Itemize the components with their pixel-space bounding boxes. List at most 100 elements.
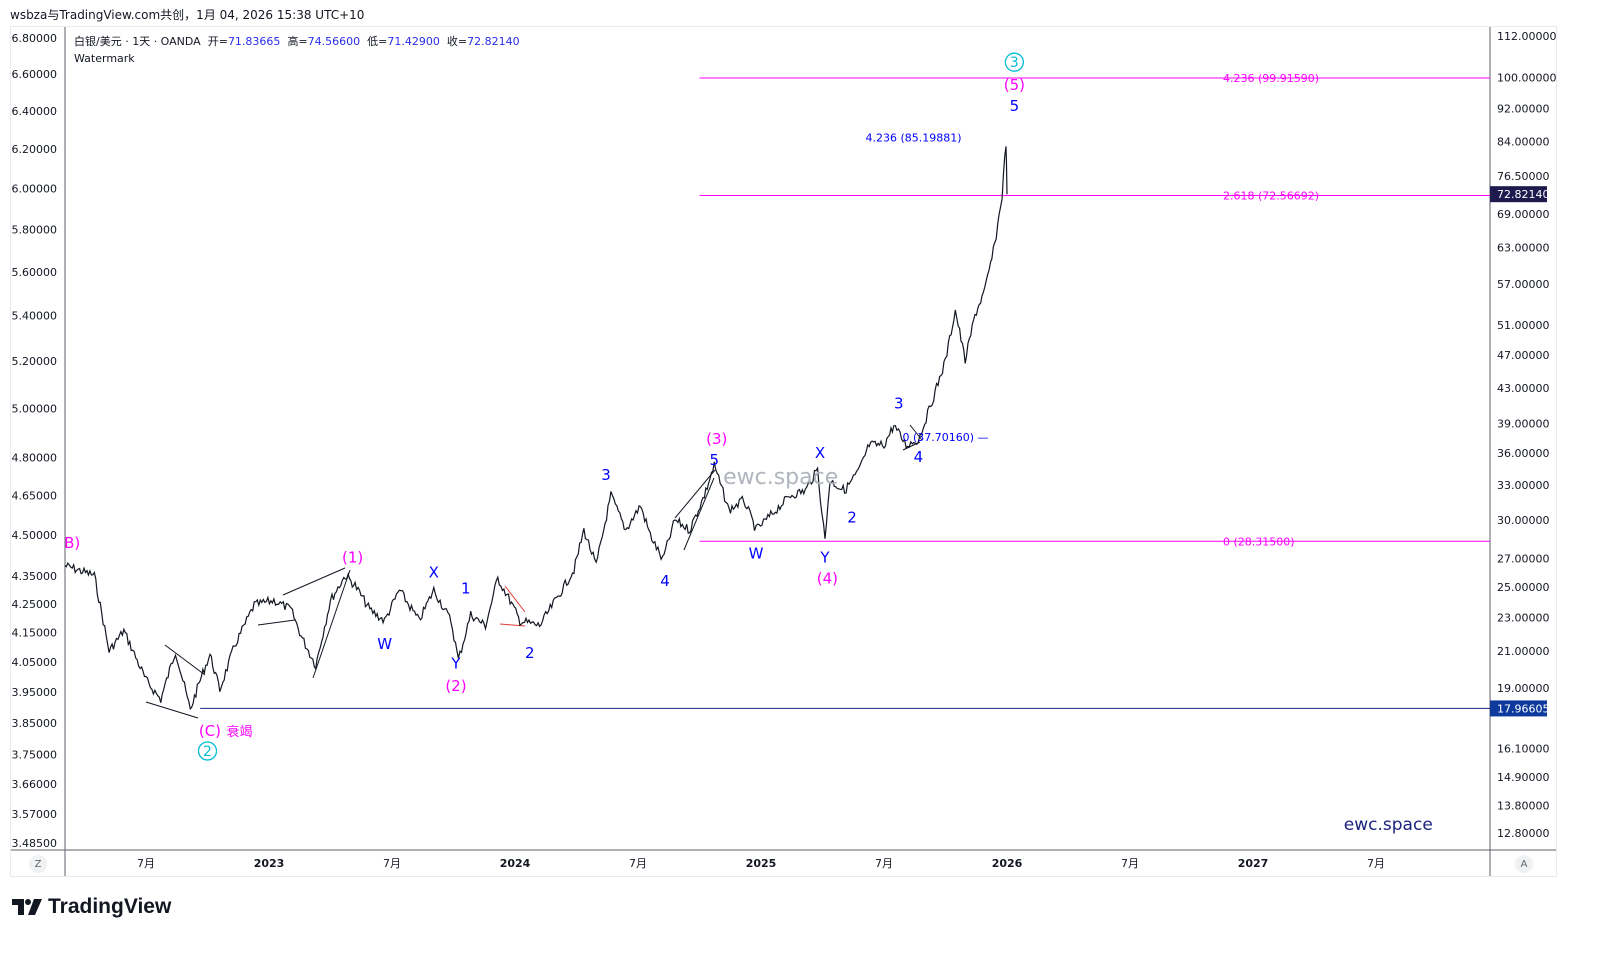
wave-label: 4 xyxy=(660,572,670,590)
left-axis-tick: 4.65000 xyxy=(12,490,58,503)
left-axis-tick: 6.00000 xyxy=(12,183,58,196)
wave-label: 2 xyxy=(525,644,535,662)
wave-circle-icon xyxy=(197,741,218,761)
wave-label: (5) xyxy=(1004,76,1025,94)
wave-label: (4) xyxy=(817,569,838,587)
left-axis-tick: 3.85000 xyxy=(12,717,58,730)
wave-label: 1 xyxy=(461,579,471,597)
fib-level-label: 4.236 (99.91590) xyxy=(1223,72,1319,85)
left-axis-tick: 5.00000 xyxy=(12,402,58,415)
right-axis-tick: 13.80000 xyxy=(1497,799,1550,812)
close-label: 收= xyxy=(446,35,468,48)
triangle-trendline xyxy=(504,585,526,613)
right-axis-tick: 23.00000 xyxy=(1497,612,1550,625)
time-axis-tick: 2025 xyxy=(746,857,777,870)
right-axis-tick: 14.90000 xyxy=(1497,771,1550,784)
wave-label: 3 xyxy=(894,394,904,412)
wave-label: 5 xyxy=(709,451,719,469)
last-price-badge-bg xyxy=(1490,186,1547,203)
time-axis-tick: 7月 xyxy=(383,857,401,870)
right-axis-tick: 39.00000 xyxy=(1497,418,1550,431)
wave-label: (1) xyxy=(342,548,363,566)
right-axis-tick: 47.00000 xyxy=(1497,349,1550,362)
left-axis-tick: 5.20000 xyxy=(12,355,58,368)
wave-label: Y xyxy=(450,655,461,673)
close-value: 72.82140 xyxy=(467,35,520,48)
time-axis-tick: 7月 xyxy=(1121,857,1139,870)
left-axis-tick: 6.80000 xyxy=(12,32,58,45)
last-price-badge: 72.82140 xyxy=(1497,188,1550,201)
ewc-watermark: ewc.space xyxy=(723,465,838,490)
right-axis-tick: 84.00000 xyxy=(1497,136,1550,149)
watermark-label[interactable]: Watermark xyxy=(74,52,135,65)
wave-label: W xyxy=(377,635,392,653)
low-label: 低= xyxy=(367,35,388,48)
chart-frame xyxy=(10,26,1557,877)
time-axis-tick: 2027 xyxy=(1238,857,1269,870)
left-axis-tick: 4.50000 xyxy=(12,529,58,542)
left-axis-tick: 3.57000 xyxy=(12,808,58,821)
tradingview-logo: TradingView xyxy=(12,895,171,919)
ewc-watermark: ewc.space xyxy=(1344,815,1433,835)
symbol-legend: 白银/美元 · 1天 · OANDA 开=71.83665 高=74.56600… xyxy=(74,33,520,67)
right-axis-tick: 33.00000 xyxy=(1497,479,1550,492)
time-axis-tick: 7月 xyxy=(1367,857,1385,870)
wave-label: X xyxy=(429,564,439,582)
wave-label: 5 xyxy=(1010,97,1020,115)
wedge-trendline xyxy=(683,477,715,551)
wave-label: (2) xyxy=(445,677,466,695)
right-axis-tick: 92.00000 xyxy=(1497,102,1550,115)
time-axis-tick: 2023 xyxy=(254,857,285,870)
left-axis-tick: 3.48500 xyxy=(12,837,58,850)
wave-label: B) xyxy=(64,534,80,552)
right-axis-tick: 30.00000 xyxy=(1497,514,1550,527)
wedge-trendline xyxy=(312,569,351,679)
symbol-title[interactable]: 白银/美元 · 1天 · OANDA xyxy=(74,35,201,48)
fib-level-label: 0 (28.31500) xyxy=(1223,535,1295,548)
left-axis-tick: 6.40000 xyxy=(12,105,58,118)
chart-caption: wsbza与TradingView.com共创，1月 04, 2026 15:3… xyxy=(10,8,365,22)
right-axis-tick: 36.00000 xyxy=(1497,447,1550,460)
right-axis-tick: 43.00000 xyxy=(1497,382,1550,395)
high-label: 高= xyxy=(287,35,308,48)
right-axis-tick: 25.00000 xyxy=(1497,581,1550,594)
right-axis-tick: 21.00000 xyxy=(1497,645,1550,658)
right-axis-tick: 69.00000 xyxy=(1497,208,1550,221)
left-axis-tick: 4.25000 xyxy=(12,598,58,611)
left-axis-tick: 4.35000 xyxy=(12,570,58,583)
low-value: 71.42900 xyxy=(387,35,440,48)
time-axis-tick: 7月 xyxy=(629,857,647,870)
left-axis-tick: 4.80000 xyxy=(12,451,58,464)
left-axis-tick: 6.60000 xyxy=(12,68,58,81)
wave-label: 2 xyxy=(847,509,857,527)
open-value: 71.83665 xyxy=(227,35,281,48)
auto-scale-button[interactable]: A xyxy=(1515,855,1533,873)
open-label: 开= xyxy=(207,35,228,48)
right-axis-tick: 112.00000 xyxy=(1497,30,1557,43)
right-axis-tick: 57.00000 xyxy=(1497,278,1550,291)
wedge-trendline xyxy=(674,469,716,519)
right-axis-tick: 16.10000 xyxy=(1497,743,1550,756)
wave-label: W xyxy=(749,544,764,562)
left-axis-tick: 4.05000 xyxy=(12,656,58,669)
right-axis-tick: 76.50000 xyxy=(1497,170,1550,183)
time-axis-tick: 7月 xyxy=(137,857,155,870)
log-scale-z-button[interactable]: Z xyxy=(29,855,47,873)
time-axis-tick: 2024 xyxy=(500,857,531,870)
wave-label: (C) xyxy=(199,722,221,740)
wedge-trendline xyxy=(145,701,199,719)
right-axis-tick: 19.00000 xyxy=(1497,682,1550,695)
left-axis-tick: 5.80000 xyxy=(12,224,58,237)
triangle-trendline xyxy=(499,623,526,627)
time-axis-tick: 7月 xyxy=(875,857,893,870)
left-axis-tick: 3.75000 xyxy=(12,749,58,762)
tradingview-logo-icon xyxy=(12,899,42,915)
wave-label: 0 (37.70160) — xyxy=(902,431,988,444)
right-axis-tick: 51.00000 xyxy=(1497,319,1550,332)
high-value: 74.56600 xyxy=(307,35,361,48)
support-price-badge: 17.96605 xyxy=(1497,702,1550,715)
wedge-trendline xyxy=(257,619,296,626)
circled-wave-label: 2 xyxy=(203,744,212,760)
wedge-trendline xyxy=(164,644,206,676)
